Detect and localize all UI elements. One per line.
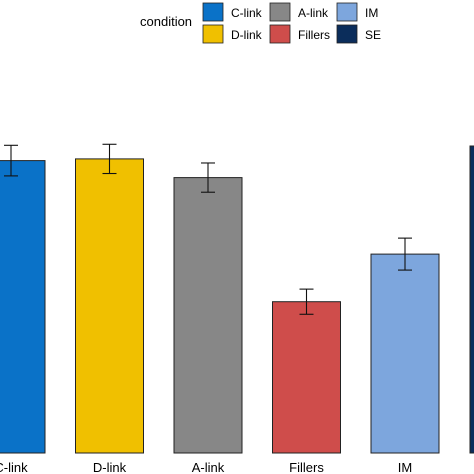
- x-tick-label-fillers: Fillers: [289, 460, 324, 474]
- legend-swatch-d-link: [202, 24, 224, 44]
- legend-label-se: SE: [365, 28, 381, 42]
- legend-label-fillers: Fillers: [298, 28, 330, 42]
- legend-swatch-fillers: [269, 24, 291, 44]
- x-tick-label-im: IM: [398, 460, 412, 474]
- bars-group: [0, 143, 474, 454]
- error-bar-fillers: [299, 288, 314, 315]
- bar-se-partial: [469, 145, 474, 454]
- x-tick-label-c-link: C-link: [0, 460, 28, 474]
- bar-a-link: [173, 177, 243, 454]
- legend-swatch-se: [336, 24, 358, 44]
- error-bar-d-link: [102, 143, 117, 175]
- legend-label-c-link: C-link: [231, 6, 263, 20]
- error-bar-a-link: [201, 162, 215, 193]
- x-tick-label-a-link: A-link: [192, 460, 225, 474]
- legend-label-d-link: D-link: [231, 28, 263, 42]
- error-bar-im: [398, 237, 412, 271]
- legend-title: condition: [140, 14, 192, 29]
- bar-im: [370, 253, 440, 454]
- legend-swatch-a-link: [269, 2, 291, 22]
- bar-c-link: [0, 160, 46, 454]
- x-tick-labels: C-link D-link A-link Fillers IM: [0, 460, 412, 474]
- x-tick-label-d-link: D-link: [93, 460, 127, 474]
- legend-swatch-c-link: [202, 2, 224, 22]
- bar-d-link: [75, 158, 144, 454]
- legend-label-im: IM: [365, 6, 378, 20]
- bar-fillers: [272, 301, 341, 454]
- error-bar-c-link: [4, 144, 18, 177]
- legend-label-a-link: A-link: [298, 6, 329, 20]
- legend: condition C-link A-link IM D-link Fillers SE: [140, 2, 381, 44]
- legend-swatch-im: [336, 2, 358, 22]
